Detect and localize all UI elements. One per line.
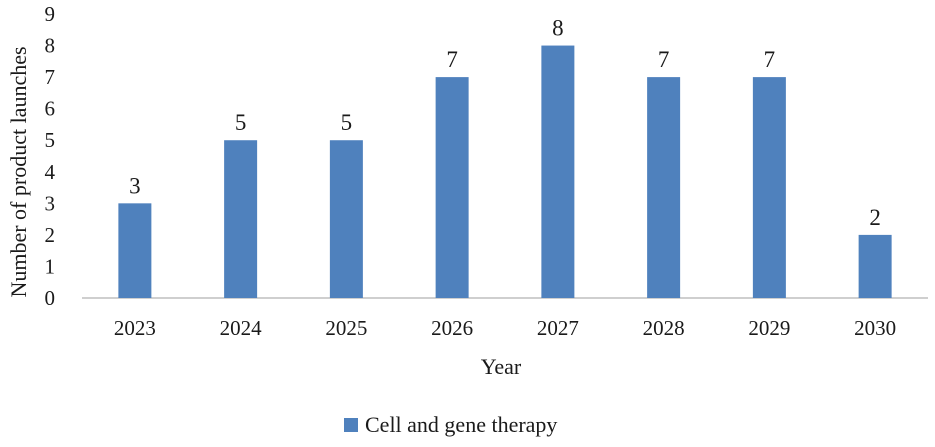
data-label: 2 — [869, 205, 881, 230]
y-tick-label: 8 — [45, 34, 56, 58]
data-label: 7 — [446, 47, 458, 72]
data-label: 8 — [552, 16, 564, 41]
y-tick-label: 5 — [45, 128, 56, 152]
y-tick-label: 6 — [45, 97, 56, 121]
bar — [541, 45, 575, 298]
y-tick-label: 1 — [45, 254, 56, 278]
legend: Cell and gene therapy — [344, 412, 557, 437]
y-tick-label: 3 — [45, 191, 56, 215]
data-label: 3 — [129, 173, 141, 198]
legend-swatch — [344, 418, 358, 432]
data-label: 7 — [764, 47, 776, 72]
bar — [435, 77, 469, 298]
bar — [224, 140, 258, 298]
data-label: 7 — [658, 47, 670, 72]
y-tick-label: 4 — [45, 160, 56, 184]
x-tick-label: 2030 — [854, 316, 896, 340]
bar — [329, 140, 363, 298]
x-axis-label: Year — [481, 354, 522, 379]
x-tick-label: 2029 — [748, 316, 790, 340]
x-axis-ticks: 2023 2024 2025 2026 2027 2028 2029 2030 — [114, 316, 896, 340]
y-tick-label: 0 — [45, 286, 56, 310]
x-tick-label: 2025 — [325, 316, 367, 340]
bar — [118, 203, 152, 298]
data-labels: 3 5 5 7 8 7 7 2 — [129, 16, 881, 230]
x-tick-label: 2023 — [114, 316, 156, 340]
y-axis-ticks: 0 1 2 3 4 5 6 7 8 9 — [45, 2, 56, 310]
legend-label: Cell and gene therapy — [365, 412, 557, 437]
data-label: 5 — [235, 110, 247, 135]
bar — [752, 77, 786, 298]
x-tick-label: 2027 — [537, 316, 579, 340]
data-label: 5 — [341, 110, 353, 135]
x-tick-label: 2028 — [643, 316, 685, 340]
y-axis-label: Number of product launches — [6, 46, 31, 297]
bars — [118, 45, 892, 298]
x-tick-label: 2024 — [220, 316, 263, 340]
y-tick-label: 9 — [45, 2, 56, 26]
y-tick-label: 2 — [45, 223, 56, 247]
bar — [858, 234, 892, 298]
bar — [647, 77, 681, 298]
y-tick-label: 7 — [45, 65, 56, 89]
x-tick-label: 2026 — [431, 316, 473, 340]
